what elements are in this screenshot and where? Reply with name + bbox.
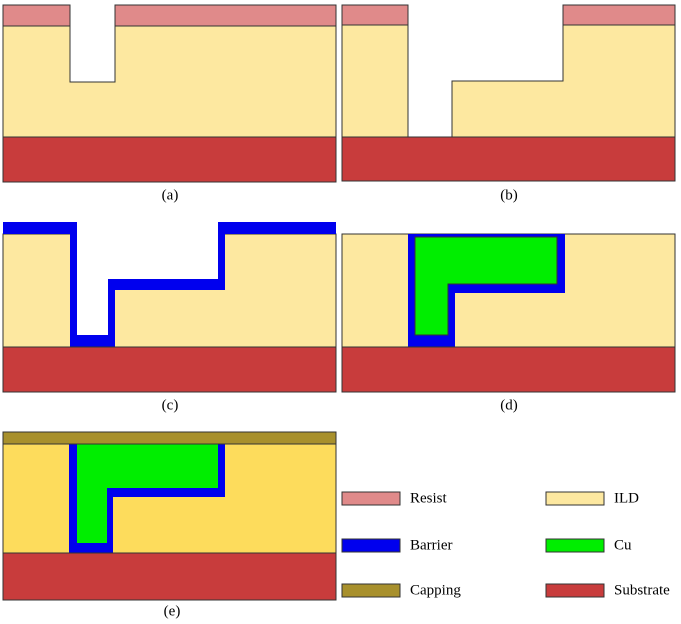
legend-swatch — [341, 583, 401, 598]
panel-label: (a) — [162, 187, 179, 203]
substrate — [2, 136, 337, 183]
copper — [414, 236, 558, 336]
substrate — [341, 136, 676, 182]
resist — [341, 4, 409, 26]
legend: Resist ILD Barrier Cu Capping Substrate — [341, 490, 670, 598]
panel-label: (b) — [500, 187, 518, 203]
ild — [341, 24, 409, 138]
legend-label: ILD — [614, 490, 639, 506]
resist — [2, 4, 71, 27]
legend-swatch — [545, 583, 605, 598]
panel-c: (c) — [2, 222, 337, 413]
legend-swatch — [545, 491, 605, 506]
ild — [451, 24, 676, 138]
barrier — [3, 222, 75, 234]
panel-label: (d) — [500, 397, 518, 413]
substrate — [341, 346, 676, 393]
panel-d: (d) — [341, 233, 676, 413]
copper — [77, 444, 218, 543]
capping — [2, 431, 337, 445]
panel-a: (a) — [2, 4, 337, 203]
barrier — [218, 222, 336, 234]
legend-swatch — [341, 491, 401, 506]
resist — [114, 4, 337, 27]
legend-label: Substrate — [614, 582, 670, 598]
panel-label: (e) — [164, 603, 181, 619]
legend-swatch — [545, 538, 605, 553]
legend-swatch — [341, 538, 401, 553]
legend-label: Resist — [410, 490, 448, 506]
legend-label: Barrier — [410, 537, 452, 553]
panel-b: (b) — [341, 4, 676, 203]
substrate — [2, 552, 337, 601]
legend-label: Capping — [410, 582, 461, 598]
resist — [562, 4, 676, 26]
opening — [77, 222, 218, 335]
panel-label: (c) — [162, 397, 179, 413]
legend-label: Cu — [614, 537, 632, 553]
panel-e: (e) — [2, 431, 337, 619]
ild — [2, 25, 337, 138]
substrate — [2, 346, 337, 393]
